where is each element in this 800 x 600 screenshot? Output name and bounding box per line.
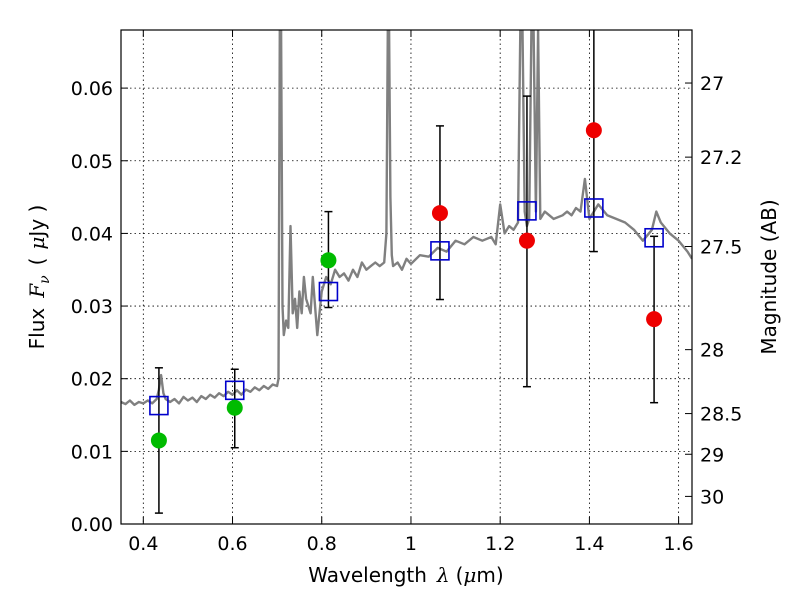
x-axis-label: Wavelength λ (μm) (308, 563, 503, 587)
x-axis-label-unit-close: m) (476, 563, 503, 587)
model-photometry-square (517, 201, 537, 221)
y-tick-label: 0.03 (71, 296, 113, 318)
y-axis-left: 0.00 0.01 0.02 0.03 0.04 0.05 0.06 (71, 78, 128, 536)
model-photometry-square (584, 198, 604, 218)
model-photometry-square (149, 395, 169, 416)
x-tick-label: 0.6 (217, 533, 247, 555)
right-axis-label: Magnitude (AB) (757, 199, 781, 354)
model-spectrum-line (121, 30, 692, 407)
model-photometry-square (318, 281, 339, 302)
y-axis-label: Flux Fν ( μJy ) (25, 205, 53, 350)
y-tick-label: 0.00 (71, 514, 113, 536)
x-tick-label: 1 (405, 533, 417, 555)
right-tick-label: 27 (700, 73, 724, 95)
right-tick-label: 29 (700, 444, 724, 466)
observed-flux-point (585, 122, 602, 139)
right-tick-label: 27.2 (700, 147, 742, 169)
plot-area (121, 30, 692, 514)
right-tick-label: 28.5 (700, 404, 742, 426)
y-axis-right: 27 27.2 27.5 28 28.5 29 30 (685, 73, 742, 508)
y-axis-label-unit-mu: μ (25, 237, 49, 250)
y-tick-label: 0.01 (71, 441, 113, 463)
x-axis-label-symbol: λ (436, 563, 450, 587)
y-tick-label: 0.05 (71, 151, 113, 173)
x-axis-label-unit-mu: μ (463, 563, 476, 587)
y-tick-label: 0.02 (71, 369, 113, 391)
y-axis-label-unit-open: ( (25, 258, 49, 266)
x-axis-label-unit-open: ( (456, 563, 464, 587)
y-tick-label: 0.06 (71, 78, 113, 100)
right-tick-label: 27.5 (700, 236, 742, 258)
y-axis-label-symbol: F (25, 283, 49, 299)
x-tick-label: 1.2 (485, 533, 515, 555)
y-axis-label-unit-close: Jy ) (25, 205, 49, 239)
y-tick-label: 0.04 (71, 223, 113, 245)
plot-frame (120, 29, 693, 525)
x-tick-label: 1.6 (664, 533, 694, 555)
x-axis-label-prefix: Wavelength (308, 563, 427, 587)
x-tick-label: 0.4 (128, 533, 158, 555)
x-tick-label: 1.4 (574, 533, 604, 555)
model-photometry-square (644, 227, 664, 248)
observed-flux-point (518, 232, 535, 249)
x-axis: 0.4 0.6 0.8 1 1.2 1.4 1.6 (128, 30, 694, 555)
right-tick-label: 30 (700, 486, 724, 508)
model-photometry-square (430, 241, 450, 261)
y-axis-label-prefix: Flux (25, 308, 49, 350)
observed-flux-point (226, 399, 243, 416)
model-photometry-square (224, 380, 245, 401)
observed-flux-point (646, 311, 663, 328)
observed-flux-point (320, 252, 337, 269)
observed-flux-point (150, 432, 167, 449)
grid-lines (121, 30, 692, 525)
observed-flux-point (431, 205, 448, 222)
y-axis-label-subscript: ν (37, 275, 53, 284)
right-tick-label: 28 (700, 340, 724, 362)
x-tick-label: 0.8 (307, 533, 337, 555)
